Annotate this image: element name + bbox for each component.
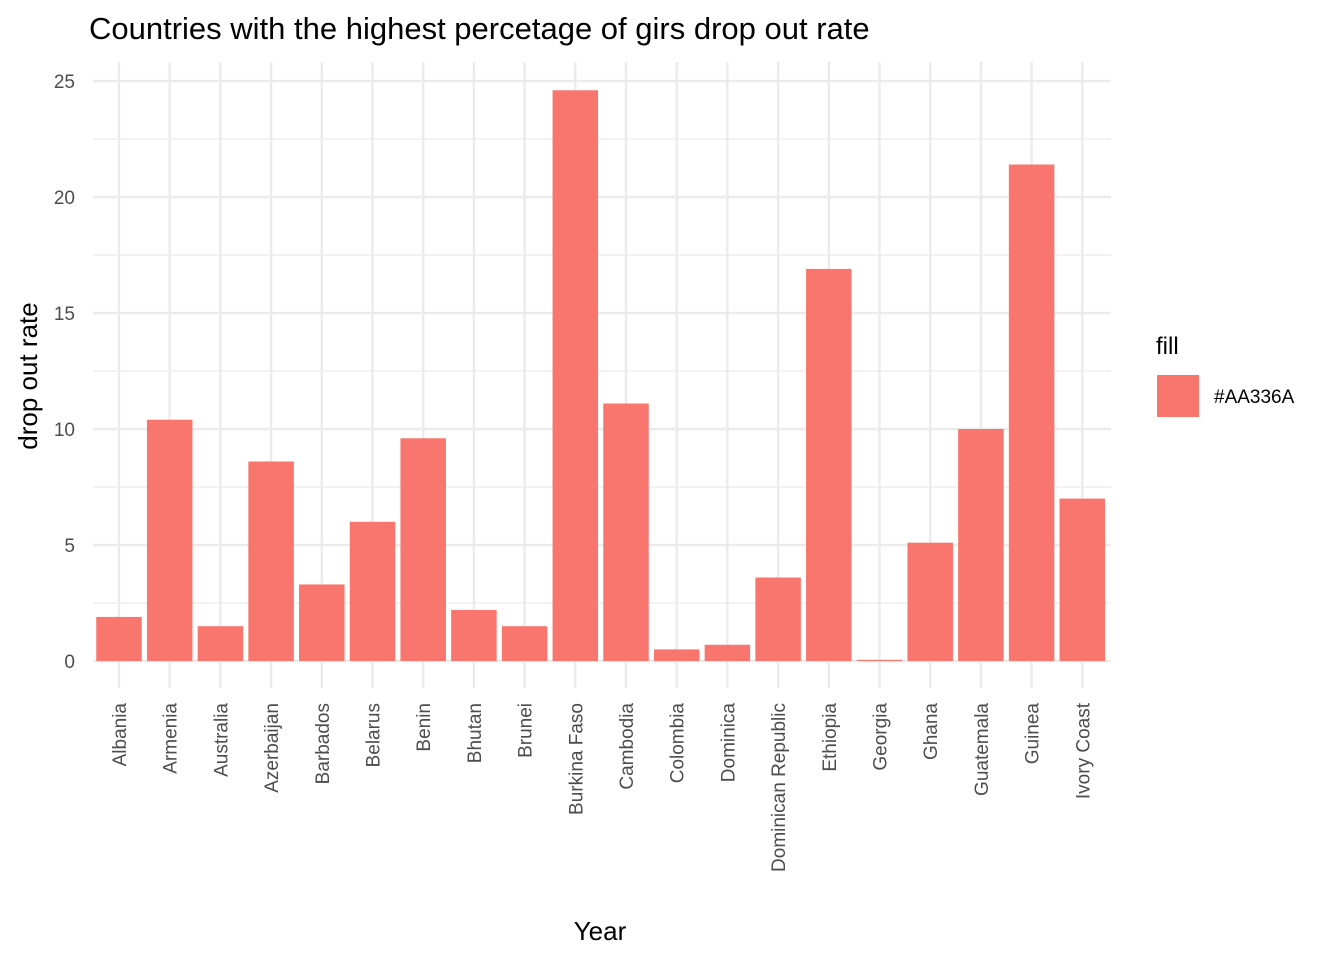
x-axis-ticks: Albania Armenia Australia Azerbaijan Barbado… (110, 702, 1094, 872)
x-tick-label: Armenia (161, 703, 182, 774)
x-tick-label: Belarus (364, 703, 385, 767)
x-tick-label: Guatemala (972, 703, 993, 796)
legend-swatch (1157, 375, 1199, 417)
x-tick-label: Ethiopia (820, 703, 841, 772)
legend: fill #AA336A (1156, 333, 1295, 417)
x-tick-label: Barbados (313, 703, 334, 784)
x-tick-label: Ghana (921, 703, 942, 760)
bar-dominican-republic (755, 577, 801, 661)
y-tick-label: 15 (54, 304, 75, 325)
bar-australia (197, 626, 244, 661)
bar-brunei (501, 626, 548, 661)
bar-georgia (856, 659, 903, 661)
x-tick-label: Ivory Coast (1073, 702, 1094, 799)
x-tick-label: Dominican Republic (769, 703, 790, 872)
x-tick-label: Guinea (1023, 703, 1044, 765)
x-tick-label: Georgia (871, 703, 892, 771)
y-axis-title: drop out rate (13, 302, 43, 449)
bar-ghana (907, 542, 953, 661)
bar-colombia (653, 649, 700, 661)
bar-benin (400, 438, 446, 661)
x-tick-label: Albania (110, 703, 131, 767)
bar-cambodia (603, 403, 649, 661)
x-tick-label: Benin (414, 703, 435, 752)
x-tick-label: Colombia (668, 703, 689, 784)
y-axis-ticks: 0 5 10 15 20 25 (54, 72, 75, 673)
bar-burkina-faso (552, 90, 599, 661)
x-axis-title: Year (574, 916, 627, 946)
bar-guinea (1008, 164, 1055, 661)
x-tick-label: Cambodia (617, 703, 638, 790)
x-tick-label: Burkina Faso (566, 703, 587, 815)
x-tick-label: Azerbaijan (262, 703, 283, 793)
bar-ivory-coast (1059, 498, 1106, 661)
bar-belarus (349, 521, 396, 661)
x-tick-label: Bhutan (465, 703, 486, 763)
bar-barbados (299, 584, 345, 661)
x-tick-label: Australia (211, 703, 232, 777)
x-tick-label: Brunei (516, 703, 537, 758)
bar-bhutan (451, 609, 497, 661)
bar-ethiopia (806, 268, 852, 661)
bar-guatemala (958, 429, 1004, 661)
legend-title: fill (1156, 333, 1179, 360)
bar-armenia (146, 419, 193, 661)
y-tick-label: 5 (64, 536, 75, 557)
y-tick-label: 10 (54, 420, 75, 441)
y-tick-label: 20 (54, 188, 75, 209)
bar-dominica (704, 644, 751, 661)
bars (96, 90, 1106, 661)
y-tick-label: 25 (54, 72, 75, 93)
legend-label: #AA336A (1214, 387, 1295, 408)
y-tick-label: 0 (64, 652, 75, 673)
bar-azerbaijan (248, 461, 294, 661)
chart-title: Countries with the highest percetage of … (89, 11, 870, 46)
bar-albania (96, 616, 142, 661)
x-tick-label: Dominica (718, 703, 739, 783)
